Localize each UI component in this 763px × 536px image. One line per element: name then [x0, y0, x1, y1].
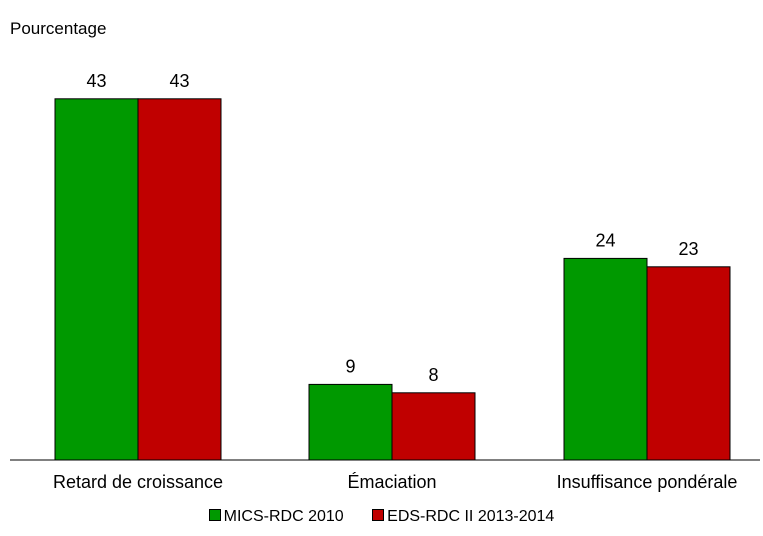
category-labels-group: Retard de croissance Émaciation Insuffisan…: [53, 472, 737, 492]
legend-item-series-1: MICS-RDC 2010: [208, 508, 344, 526]
legend-swatch-series-1: [208, 509, 221, 521]
category-label-3: Insuffisance pondérale: [557, 472, 738, 492]
legend-item-series-2: EDS-RDC II 2013-2014: [372, 508, 554, 526]
value-labels-group: 43 43 9 8 24 23: [86, 71, 698, 385]
value-label-1-2: 9: [345, 356, 355, 376]
bar-1-1: [54, 98, 139, 461]
legend-label-series-1: MICS-RDC 2010: [223, 508, 344, 525]
bar-1-3: [563, 257, 648, 461]
value-label-2-1: 43: [169, 71, 189, 91]
value-label-2-3: 23: [678, 239, 698, 259]
legend-swatch-series-2: [372, 509, 385, 521]
bar-2-2: [391, 392, 476, 461]
value-label-1-1: 43: [86, 71, 106, 91]
bar-1-2: [308, 383, 393, 461]
y-axis-label: Pourcentage: [10, 19, 106, 38]
category-label-1: Retard de croissance: [53, 472, 223, 492]
legend: MICS-RDC 2010 EDS-RDC II 2013-2014: [0, 508, 763, 526]
category-label-2: Émaciation: [347, 472, 436, 492]
bar-2-3: [646, 266, 731, 461]
bars-group: [54, 98, 731, 461]
legend-label-series-2: EDS-RDC II 2013-2014: [387, 508, 555, 525]
bar-2-1: [137, 98, 222, 461]
value-label-2-2: 8: [428, 365, 438, 385]
value-label-1-3: 24: [595, 230, 615, 250]
